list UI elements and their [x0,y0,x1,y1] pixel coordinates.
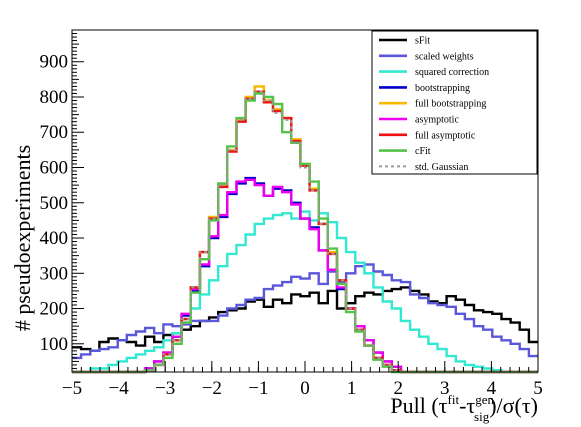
axes: −5 −4 −3 −2 −1 0 1 2 3 4 5 100 200 300 400 500 600 700 800… [40,33,543,399]
x-tick-label: −5 [62,378,82,399]
legend-label: bootstrapping [415,83,470,94]
legend-label: cFit [415,146,431,157]
legend-label: scaled weights [415,51,474,62]
x-tick-label: 4 [487,378,497,399]
legend-label: std. Gaussian [415,162,468,173]
x-tick-label: −4 [108,378,129,399]
y-tick-label: 700 [40,122,69,143]
x-axis-title: Pull (τfit-τgen sig)/σ(τ) [390,392,538,424]
legend-label: sFit [415,36,430,47]
y-tick-label: 800 [40,87,69,108]
y-tick-label: 300 [40,263,69,284]
y-tick-label: 900 [40,52,69,73]
legend-label: asymptotic [415,115,459,126]
series-sfit [72,286,538,352]
legend-label: full bootstrapping [415,99,486,110]
y-tick-label: 500 [40,193,69,214]
x-tick-label: 5 [533,378,543,399]
series-scaled-weights [72,263,538,360]
x-tick-label: 2 [393,378,403,399]
x-tick-label: −3 [155,378,175,399]
x-tick-label: −2 [202,378,222,399]
x-tick-label: −1 [248,378,268,399]
x-tick-label: 0 [300,378,310,399]
x-tick-label: 3 [440,378,450,399]
y-tick-label: 600 [40,158,69,179]
legend: sFit scaled weights squared correction boot… [371,30,538,175]
legend-label: squared correction [415,67,489,78]
y-axis-title: # pseudoexperiments [10,145,35,331]
y-tick-label: 400 [40,228,69,249]
x-tick-label: 1 [347,378,357,399]
y-tick-label: 200 [40,299,69,320]
legend-label: full asymptotic [415,130,476,141]
y-tick-label: 100 [40,334,69,355]
